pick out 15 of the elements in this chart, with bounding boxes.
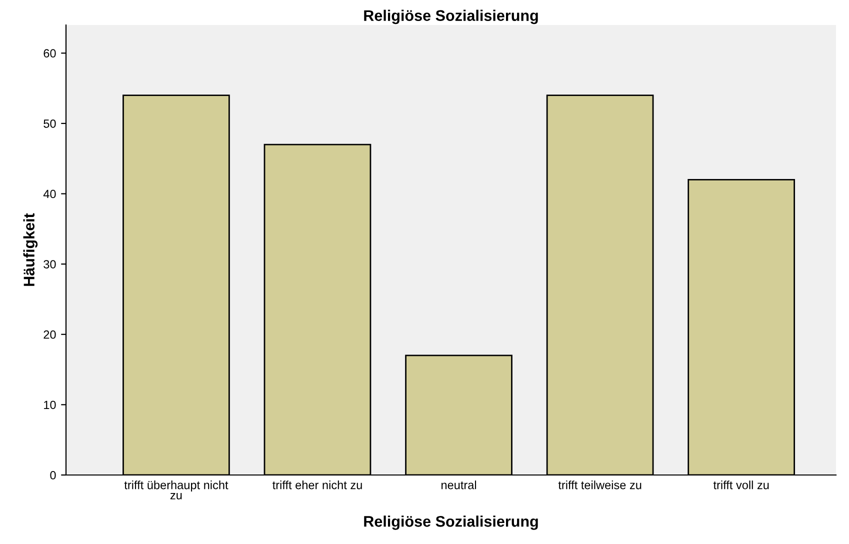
y-tick-label: 50 [44,119,56,128]
y-tick-label: 10 [44,400,56,410]
x-tick-label: trifft eher nicht zu [272,480,362,490]
x-axis-title: Religiöse Sozialisierung [364,516,538,530]
x-tick-label: trifft überhaupt nicht zu [124,480,228,500]
y-tick-label: 60 [44,49,56,58]
y-tick-label: 40 [43,190,56,198]
x-tick-label: neutral [442,480,476,490]
y-tick-label: 30 [44,260,56,268]
x-tick-label: trifft voll zu [713,480,769,490]
x-tick-label: trifft teilweise zu [558,480,642,490]
y-tick-label: 0 [50,471,56,480]
chart-title: Religiöse Sozialisierung [364,10,538,24]
y-tick-label: 20 [44,330,56,339]
y-axis-title: Häufigkeit [23,213,38,286]
